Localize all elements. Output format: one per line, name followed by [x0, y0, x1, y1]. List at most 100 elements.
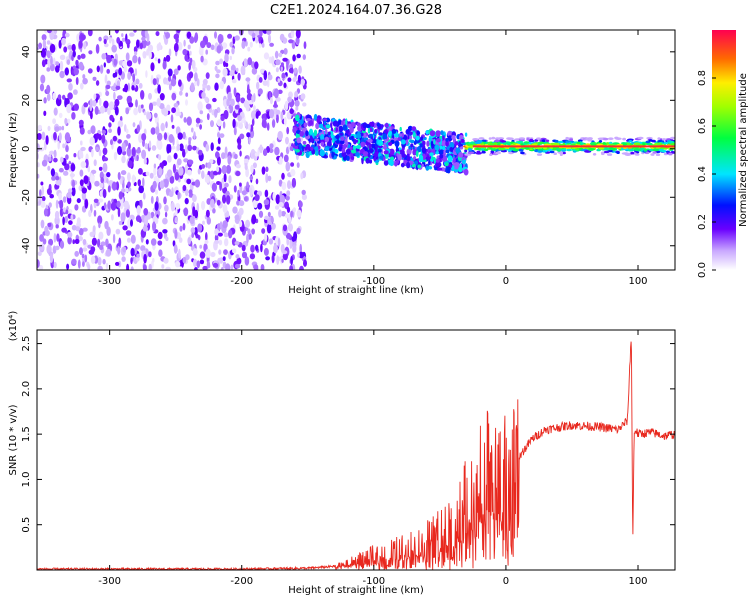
heatmap-cell	[433, 138, 436, 146]
heatmap-cell	[524, 146, 530, 150]
heatmap-cell	[210, 142, 214, 152]
heatmap-cell	[576, 141, 581, 145]
heatmap-cell	[200, 55, 204, 63]
heatmap-cell	[110, 139, 113, 146]
heatmap-cell	[202, 78, 208, 85]
heatmap-cell	[263, 247, 269, 256]
heatmap-cell	[38, 264, 44, 270]
heatmap-cell	[59, 54, 66, 60]
heatmap-cell	[138, 185, 144, 194]
heatmap-cell	[187, 144, 193, 152]
heatmap-cell	[151, 101, 158, 106]
heatmap-cell	[222, 67, 228, 77]
heatmap-cell	[374, 129, 377, 134]
heatmap-cell	[98, 36, 102, 42]
heatmap-cell	[324, 147, 330, 152]
heatmap-cell	[454, 141, 459, 146]
heatmap-cell	[282, 250, 288, 255]
heatmap-cell	[45, 135, 49, 145]
heatmap-cell	[295, 149, 300, 153]
heatmap-cell	[158, 249, 163, 257]
heatmap-cell	[417, 164, 422, 169]
heatmap-cell	[182, 131, 186, 140]
heatmap-cell	[275, 67, 279, 73]
heatmap-cell	[167, 68, 173, 77]
heatmap-cell	[140, 104, 144, 109]
heatmap-cell	[201, 91, 206, 99]
heatmap-cell	[305, 130, 309, 137]
heatmap-cell	[345, 118, 348, 126]
heatmap-cell	[262, 148, 268, 156]
heatmap-cell	[383, 150, 389, 155]
heatmap-cell	[126, 263, 130, 270]
heatmap-cell	[82, 247, 88, 252]
heatmap-cell	[66, 191, 72, 199]
heatmap-cell	[196, 78, 200, 87]
heatmap-cell	[378, 132, 383, 136]
heatmap-cell	[363, 137, 369, 141]
heatmap-cell	[118, 220, 123, 226]
heatmap-cell	[401, 132, 405, 138]
heatmap-cell	[178, 237, 183, 243]
heatmap-cell	[184, 54, 189, 62]
heatmap-cell	[105, 90, 110, 97]
spectrogram-frame	[36, 29, 676, 271]
heatmap-cell	[367, 127, 371, 134]
heatmap-cell	[390, 156, 395, 161]
heatmap-cell	[77, 259, 81, 269]
heatmap-cell	[657, 137, 661, 140]
heatmap-cell	[555, 139, 559, 143]
heatmap-cell	[234, 263, 241, 269]
heatmap-cell	[217, 132, 220, 138]
heatmap-cell	[157, 132, 163, 141]
heatmap-cell	[386, 141, 389, 148]
y-tick-label: 20	[21, 94, 32, 107]
heatmap-cell	[400, 162, 405, 168]
heatmap-cell	[224, 53, 229, 63]
heatmap-cell	[76, 198, 81, 204]
heatmap-cell	[415, 150, 419, 157]
heatmap-cell	[71, 186, 76, 197]
heatmap-cell	[182, 148, 186, 158]
heatmap-cell	[71, 258, 77, 265]
heatmap-cell	[520, 151, 525, 155]
heatmap-cell	[224, 238, 229, 247]
heatmap-cell	[152, 78, 157, 86]
heatmap-cell	[461, 159, 466, 165]
heatmap-cell	[285, 136, 289, 145]
heatmap-cell	[300, 172, 304, 180]
heatmap-cell	[216, 119, 222, 127]
heatmap-cell	[454, 169, 459, 173]
heatmap-cell	[158, 154, 162, 161]
heatmap-cell	[437, 167, 443, 171]
heatmap-cell	[378, 139, 383, 147]
heatmap-cell	[238, 220, 243, 228]
heatmap-cell	[53, 233, 57, 243]
heatmap-cell	[494, 139, 500, 143]
heatmap-cell	[239, 122, 243, 130]
heatmap-cell	[155, 189, 158, 195]
heatmap-cell	[202, 220, 205, 225]
heatmap-cell	[252, 162, 257, 169]
heatmap-cell	[214, 240, 220, 244]
heatmap-cell	[67, 196, 72, 205]
heatmap-cell	[428, 137, 432, 143]
heatmap-cell	[615, 137, 622, 140]
heatmap-cell	[291, 178, 297, 188]
heatmap-cell	[73, 67, 80, 76]
heatmap-cell	[365, 124, 371, 128]
heatmap-cell	[345, 148, 351, 155]
heatmap-cell	[328, 139, 332, 146]
heatmap-cell	[165, 266, 171, 270]
heatmap-cell	[41, 196, 46, 202]
heatmap-cell	[580, 142, 584, 145]
x-tick-label: -200	[230, 576, 253, 587]
heatmap-cell	[335, 127, 339, 132]
heatmap-cell	[252, 199, 258, 208]
heatmap-cell	[152, 257, 155, 263]
heatmap-cell	[217, 137, 221, 145]
heatmap-cell	[439, 154, 444, 159]
heatmap-cell	[163, 132, 168, 141]
heatmap-cell	[153, 112, 158, 118]
heatmap-cell	[185, 254, 190, 261]
